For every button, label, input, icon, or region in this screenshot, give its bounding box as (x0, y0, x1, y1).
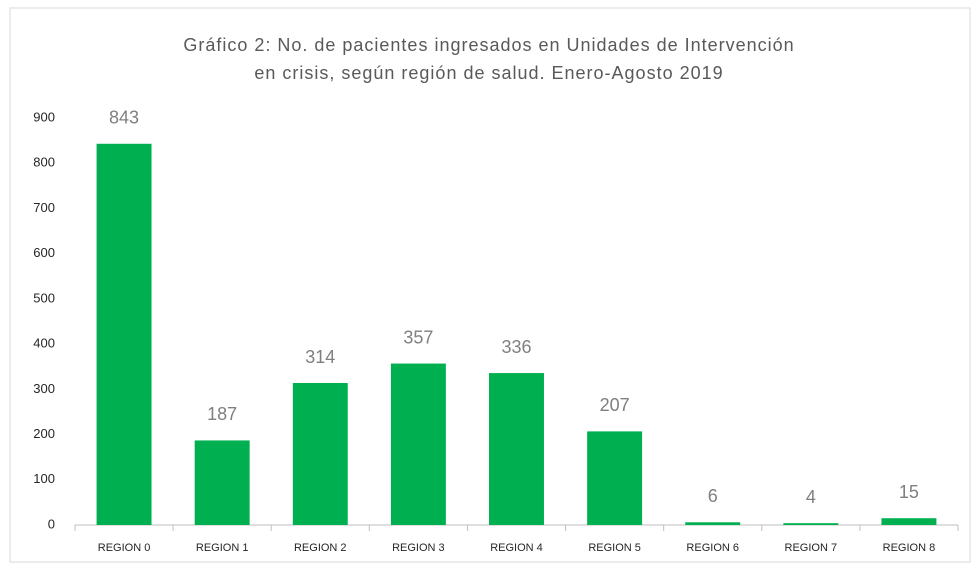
y-tick-label: 900 (33, 109, 55, 124)
chart-title: en crisis, según región de salud. Enero-… (254, 63, 723, 83)
data-label: 6 (708, 486, 718, 506)
x-tick-label: REGION 2 (294, 542, 347, 554)
bar (292, 383, 348, 525)
x-tick-label: REGION 0 (98, 542, 151, 554)
data-label: 207 (600, 395, 630, 415)
bar (194, 440, 250, 525)
x-tick-label: REGION 5 (588, 542, 641, 554)
y-tick-label: 100 (33, 471, 55, 486)
x-tick-label: REGION 1 (196, 542, 249, 554)
y-tick-label: 0 (48, 516, 55, 531)
y-tick-label: 300 (33, 381, 55, 396)
data-label: 4 (806, 487, 816, 507)
bar (587, 431, 643, 525)
chart-title: Gráfico 2: No. de pacientes ingresados e… (183, 35, 794, 55)
bar (390, 363, 446, 525)
y-tick-label: 700 (33, 200, 55, 215)
data-label: 314 (305, 347, 335, 367)
data-label: 336 (501, 337, 531, 357)
y-tick-label: 800 (33, 155, 55, 170)
x-tick-label: REGION 6 (686, 542, 739, 554)
x-tick-label: REGION 7 (785, 542, 838, 554)
data-label: 357 (403, 327, 433, 347)
bar (881, 518, 937, 525)
data-label: 15 (899, 482, 919, 502)
bar (96, 143, 152, 525)
bar (685, 522, 741, 525)
x-tick-label: REGION 8 (883, 542, 936, 554)
y-tick-label: 500 (33, 290, 55, 305)
data-label: 187 (207, 404, 237, 424)
y-tick-label: 200 (33, 426, 55, 441)
bar (783, 523, 839, 525)
bar (489, 373, 544, 525)
x-tick-label: REGION 4 (490, 542, 543, 554)
data-label: 843 (109, 108, 139, 128)
y-tick-label: 400 (33, 336, 55, 351)
x-tick-label: REGION 3 (392, 542, 445, 554)
y-tick-label: 600 (33, 245, 55, 260)
